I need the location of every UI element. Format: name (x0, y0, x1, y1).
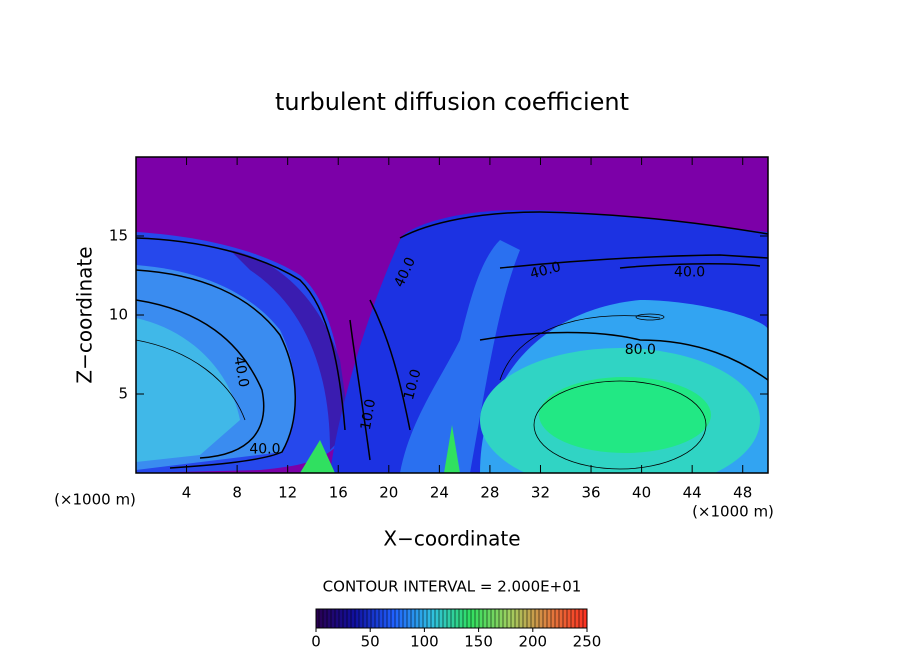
contour-interval: CONTOUR INTERVAL = 2.000E+01 (323, 578, 582, 596)
x-tick-label: 16 (329, 484, 348, 502)
colorbar-tick-label: 150 (464, 633, 493, 651)
colorbar-stripes (318, 609, 584, 628)
y-unit: (×1000 m) (54, 491, 136, 509)
colorbar-tick-label: 100 (410, 633, 439, 651)
x-tick-label: 12 (278, 484, 297, 502)
y-tick-label: 15 (109, 227, 128, 245)
y-tick-label: 5 (118, 385, 128, 403)
x-tick-label: 36 (581, 484, 600, 502)
colorbar-tick-label: 0 (311, 633, 321, 651)
x-tick-label: 44 (683, 484, 702, 502)
contour-label: 40.0 (249, 441, 280, 457)
x-tick-label: 4 (182, 484, 192, 502)
contour-label: 80.0 (625, 342, 656, 358)
field (136, 157, 768, 473)
colorbar-tick-label: 200 (518, 633, 547, 651)
x-tick-label: 28 (480, 484, 499, 502)
x-tick-label: 48 (733, 484, 752, 502)
colorbar-tick-label: 250 (573, 633, 602, 651)
contour-label: 10.0 (358, 398, 379, 431)
chart-title: turbulent diffusion coefficient (275, 88, 629, 116)
y-tick-label: 10 (109, 306, 128, 324)
x-unit: (×1000 m) (692, 503, 774, 521)
contour-label: 40.0 (230, 355, 251, 388)
x-axis-label: X−coordinate (383, 527, 520, 551)
x-tick-label: 24 (430, 484, 449, 502)
colorbar-tick-label: 50 (361, 633, 380, 651)
x-tick-label: 40 (632, 484, 651, 502)
x-tick-label: 32 (531, 484, 550, 502)
y-axis-label: Z−coordinate (73, 246, 97, 383)
contour-label: 40.0 (528, 259, 562, 283)
x-tick-label: 8 (232, 484, 242, 502)
contour-label: 40.0 (674, 264, 705, 280)
x-tick-label: 20 (379, 484, 398, 502)
contour-label: 10.0 (401, 367, 425, 401)
